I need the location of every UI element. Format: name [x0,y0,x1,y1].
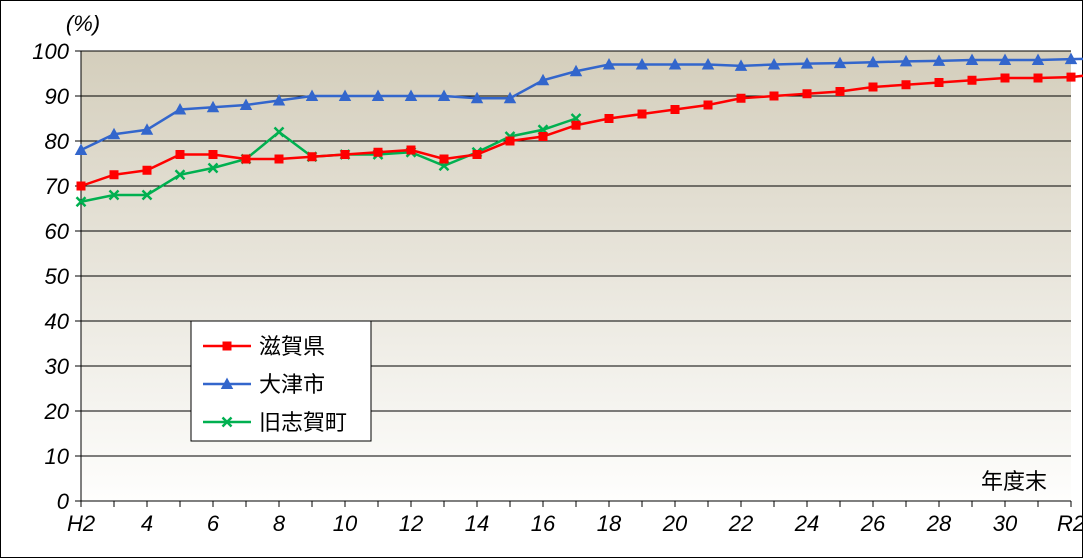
marker-square [968,76,976,84]
marker-square [1067,73,1075,81]
marker-square [473,151,481,159]
xtick-label: 6 [207,511,220,536]
marker-square [242,155,250,163]
legend-label: 滋賀県 [259,334,325,359]
xtick-label: 16 [531,511,556,536]
xtick-label: 4 [141,511,153,536]
ytick-label: 30 [45,354,70,379]
marker-square [143,166,151,174]
xtick-label: 12 [399,511,423,536]
marker-square [539,133,547,141]
ytick-label: 90 [45,84,70,109]
marker-square [176,151,184,159]
legend-label: 大津市 [259,372,325,397]
xtick-label: 8 [273,511,286,536]
xtick-label: H2 [67,511,95,536]
ytick-label: 80 [45,129,70,154]
marker-square [737,94,745,102]
ytick-label: 100 [32,39,69,64]
marker-square [1034,74,1042,82]
xtick-label: 28 [926,511,952,536]
marker-square [836,88,844,96]
marker-square [605,115,613,123]
marker-square [638,110,646,118]
marker-square [935,79,943,87]
marker-square [209,151,217,159]
marker-square [374,148,382,156]
xtick-label: R2 [1057,511,1083,536]
marker-square [308,153,316,161]
marker-square [223,342,231,350]
marker-square [869,83,877,91]
marker-square [803,90,811,98]
marker-square [110,171,118,179]
xtick-label: 26 [860,511,886,536]
xtick-label: 20 [662,511,688,536]
xtick-label: 22 [728,511,753,536]
marker-square [440,155,448,163]
marker-square [506,137,514,145]
ytick-label: 70 [45,174,70,199]
xtick-label: 14 [465,511,489,536]
ytick-label: 20 [44,399,70,424]
ytick-label: 60 [45,219,70,244]
y-axis-title: (%) [66,11,100,36]
marker-square [902,81,910,89]
xtick-label: 10 [333,511,358,536]
line-chart: 0102030405060708090100H24681012141618202… [1,1,1083,559]
ytick-label: 40 [45,309,70,334]
marker-square [275,155,283,163]
chart-container: 0102030405060708090100H24681012141618202… [0,0,1083,558]
marker-square [341,151,349,159]
marker-square [77,182,85,190]
marker-square [671,106,679,114]
xtick-label: 30 [993,511,1018,536]
marker-square [407,146,415,154]
legend-label: 旧志賀町 [259,410,347,435]
marker-square [572,121,580,129]
xtick-label: 18 [597,511,622,536]
ytick-label: 10 [45,444,70,469]
xtick-label: 24 [794,511,819,536]
marker-square [704,101,712,109]
marker-square [1001,74,1009,82]
marker-square [770,92,778,100]
ytick-label: 50 [45,264,70,289]
x-axis-note: 年度末 [981,469,1047,494]
